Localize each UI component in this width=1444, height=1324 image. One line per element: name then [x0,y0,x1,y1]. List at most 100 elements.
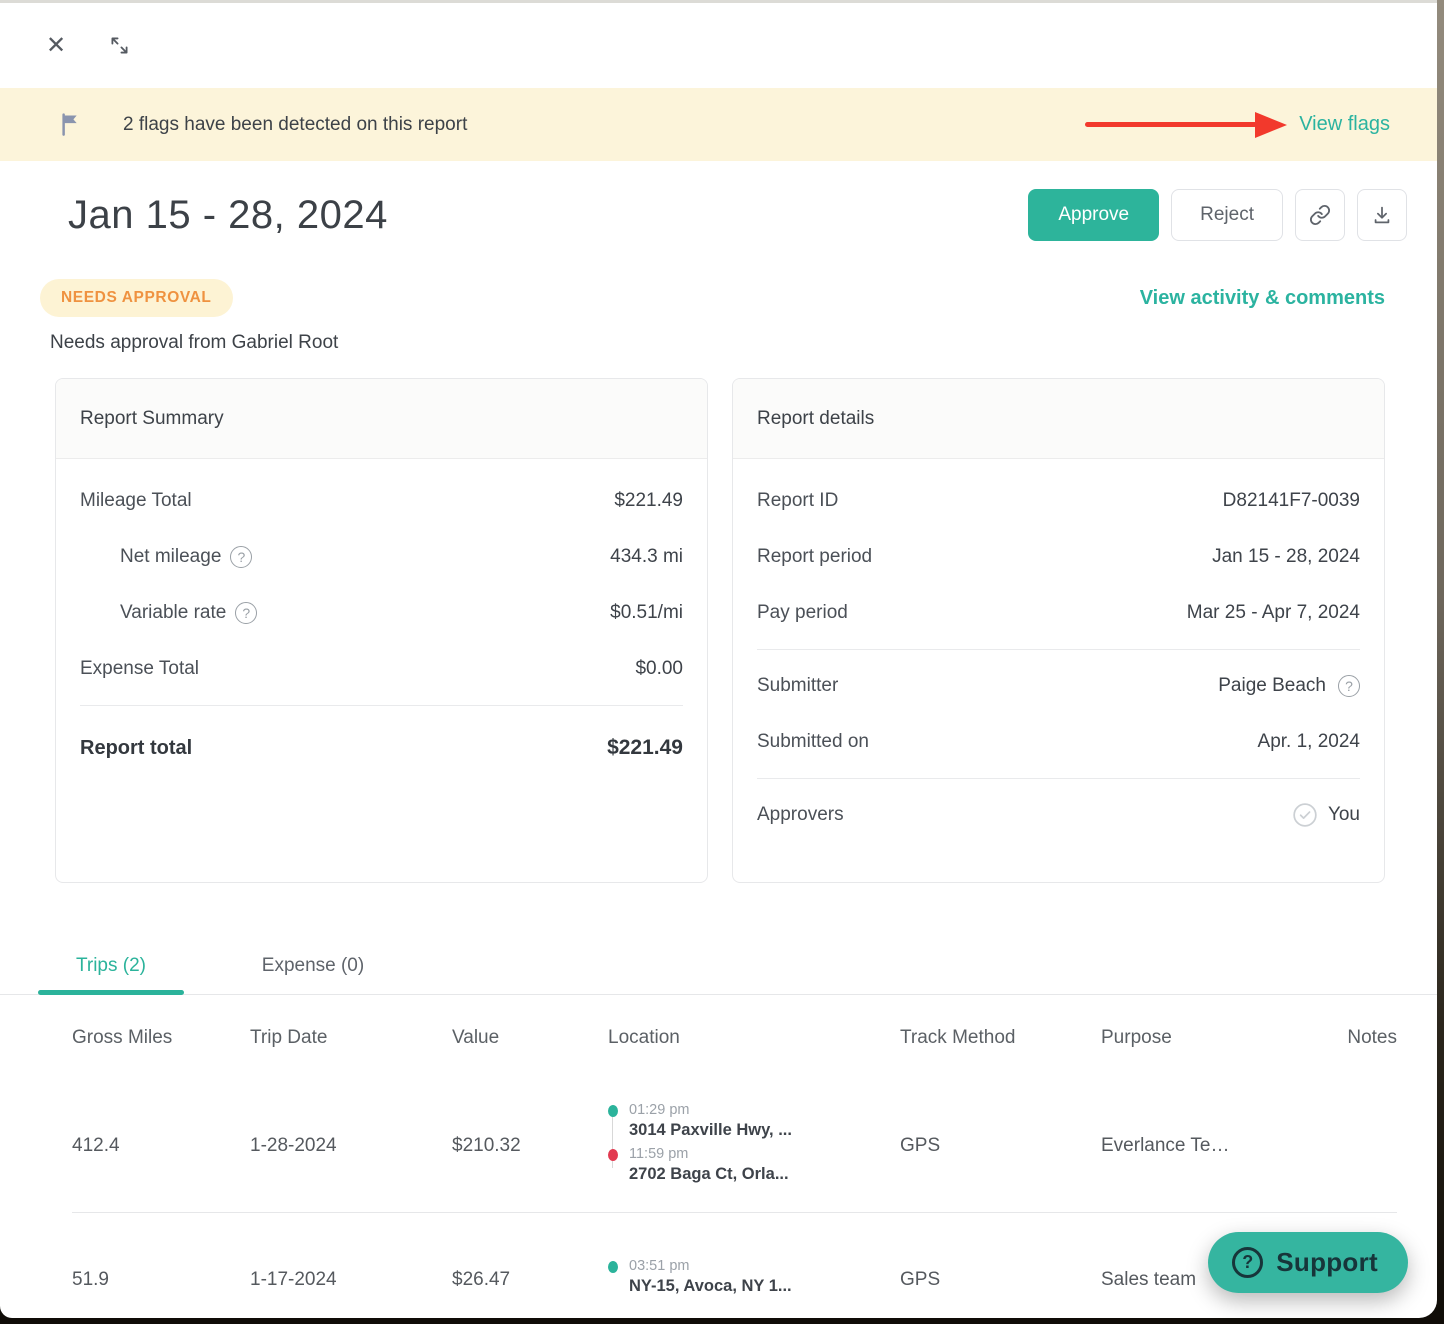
approval-note: Needs approval from Gabriel Root [50,332,339,353]
divider [757,649,1360,650]
stop-address: 3014 Paxville Hwy, ... [629,1120,792,1139]
page-title: Jan 15 - 28, 2024 [68,192,388,237]
status-badge: NEEDS APPROVAL [40,279,233,317]
row-value: $221.49 [614,490,683,511]
trip-stop: 03:51 pm NY-15, Avoca, NY 1... [608,1258,900,1296]
details-row-submitted-on: Submitted on Apr. 1, 2024 [757,714,1360,770]
purpose-cell: Everlance Te… [1101,1134,1230,1156]
expand-icon [111,37,128,54]
table-row[interactable]: 51.9 1-17-2024 $26.47 03:51 pm NY-15, Av… [72,1213,1437,1318]
help-icon[interactable]: ? [1338,675,1360,697]
flag-icon [62,113,77,136]
row-value: Jan 15 - 28, 2024 [1212,546,1360,567]
row-label: Variable rate [120,602,227,623]
summary-row-net-mileage: Net mileage? 434.3 mi [80,529,683,585]
tab-trips[interactable]: Trips (2) [38,939,184,995]
trip-location-timeline: 01:29 pm 3014 Paxville Hwy, ... 11:59 pm… [608,1096,900,1196]
help-icon[interactable]: ? [230,546,253,568]
stop-address: NY-15, Avoca, NY 1... [629,1277,792,1295]
close-icon: ✕ [46,31,67,59]
annotation-arrow [1085,111,1288,138]
details-row-submitter: Submitter Paige Beach? [757,658,1360,714]
trip-date-cell: 1-28-2024 [250,1134,337,1156]
table-row[interactable]: 412.4 1-28-2024 $210.32 01:29 pm 3014 Pa… [72,1079,1397,1213]
flag-banner-message: 2 flags have been detected on this repor… [123,113,468,135]
divider [757,778,1360,779]
col-header-notes: Notes [1347,1027,1397,1048]
track-method-cell: GPS [900,1134,941,1156]
gross-miles-cell: 51.9 [72,1269,109,1290]
support-help-icon: ? [1232,1247,1264,1278]
gross-miles-cell: 412.4 [72,1134,120,1156]
support-label: Support [1276,1247,1378,1277]
value-cell: $26.47 [452,1269,511,1290]
report-total-row: Report total $221.49 [80,714,683,782]
table-header-row: Gross Miles Trip Date Value Location Tra… [72,1027,1437,1079]
row-value: Mar 25 - Apr 7, 2024 [1186,602,1360,623]
summary-card-title: Report Summary [56,379,707,459]
details-row-report-period: Report period Jan 15 - 28, 2024 [757,529,1360,585]
col-header-track-method: Track Method [900,1027,1016,1048]
download-icon [1374,206,1390,224]
track-method-cell: GPS [900,1269,941,1290]
stop-time: 11:59 pm [629,1145,689,1162]
trip-stop: 11:59 pm 2702 Baga Ct, Orla... [608,1146,900,1184]
report-summary-card: Report Summary Mileage Total $221.49 Net… [55,378,708,883]
details-row-pay-period: Pay period Mar 25 - Apr 7, 2024 [757,585,1360,641]
trip-stop: 01:29 pm 3014 Paxville Hwy, ... [608,1102,900,1140]
reject-button[interactable]: Reject [1171,189,1283,241]
row-label: Net mileage [120,546,222,567]
title-row: Jan 15 - 28, 2024 Approve Reject [0,161,1437,241]
col-header-trip-date: Trip Date [250,1027,328,1048]
report-details-card: Report details Report ID D82141F7-0039 R… [732,378,1385,883]
copy-link-button[interactable] [1295,189,1345,241]
trip-location-timeline: 03:51 pm NY-15, Avoca, NY 1... [608,1252,900,1308]
col-header-purpose: Purpose [1101,1027,1172,1048]
total-value: $221.49 [607,736,683,759]
timeline-connector [612,1115,613,1168]
trip-date-cell: 1-17-2024 [250,1269,337,1290]
row-label: Expense Total [80,658,200,679]
details-row-report-id: Report ID D82141F7-0039 [757,473,1360,529]
value-cell: $210.32 [452,1134,521,1156]
stop-time: 03:51 pm [629,1258,690,1274]
details-row-approvers: Approvers You [757,787,1360,843]
row-label: Pay period [757,602,848,623]
flag-banner: 2 flags have been detected on this repor… [0,88,1437,161]
col-header-location: Location [608,1027,680,1048]
summary-row-variable-rate: Variable rate? $0.51/mi [80,585,683,641]
support-button[interactable]: ? Support [1208,1232,1408,1293]
approver-check-icon [1292,802,1318,828]
end-dot-icon [608,1148,618,1161]
row-label: Report period [757,546,873,567]
row-label: Submitted on [757,731,869,752]
help-icon[interactable]: ? [235,602,258,624]
tabs-bar: Trips (2) Expense (0) [0,939,1437,995]
total-label: Report total [80,736,193,759]
col-header-value: Value [452,1027,500,1048]
start-dot-icon [608,1104,618,1117]
view-flags-link[interactable]: View flags [1299,113,1390,135]
purpose-cell: Sales team [1101,1269,1197,1290]
close-button[interactable]: ✕ [46,31,67,59]
tab-expense[interactable]: Expense (0) [261,955,365,976]
row-value: Paige Beach [1218,675,1326,696]
col-header-gross-miles: Gross Miles [72,1027,173,1048]
expand-button[interactable] [108,34,131,57]
status-row: NEEDS APPROVAL Needs approval from Gabri… [0,241,1437,354]
start-dot-icon [608,1261,618,1273]
view-activity-link[interactable]: View activity & comments [1139,287,1385,309]
row-label: Mileage Total [80,490,192,511]
divider [80,705,683,706]
download-button[interactable] [1357,189,1407,241]
stop-time: 01:29 pm [629,1101,690,1118]
approver-name: You [1327,804,1360,825]
approve-button[interactable]: Approve [1028,189,1160,241]
row-label: Submitter [757,675,839,696]
modal-top-bar: ✕ [0,3,1437,88]
row-value: $0.51/mi [610,602,683,623]
summary-row-mileage-total: Mileage Total $221.49 [80,473,683,529]
row-value: $0.00 [635,658,683,679]
row-value: Apr. 1, 2024 [1257,731,1360,752]
